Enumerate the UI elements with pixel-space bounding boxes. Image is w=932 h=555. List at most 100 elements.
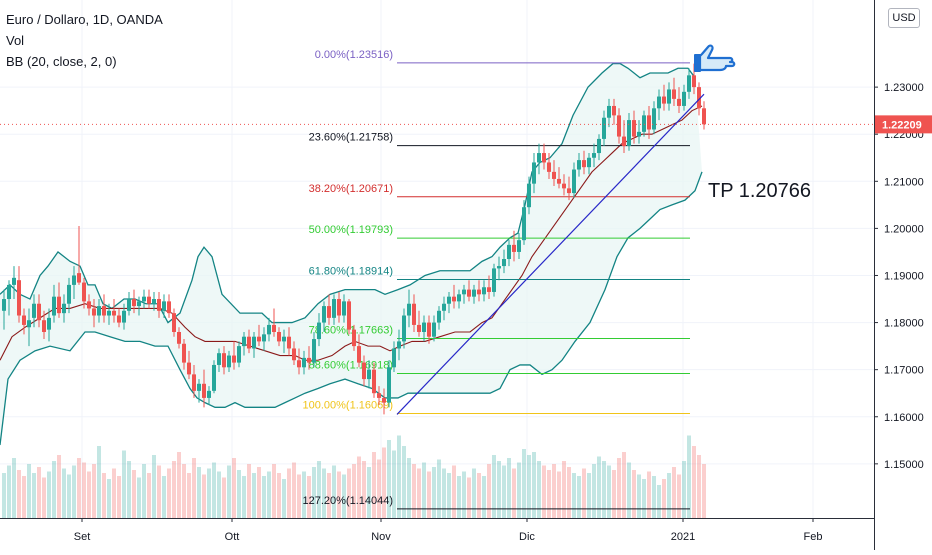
- candle-body: [562, 183, 566, 189]
- candle-body: [187, 362, 191, 375]
- fibonacci-label: 61.80%(1.18914): [309, 266, 393, 278]
- volume-bar: [402, 446, 406, 518]
- volume-bar: [127, 461, 131, 518]
- volume-bar: [297, 474, 301, 518]
- price-tick-label: 1.19000: [884, 270, 924, 282]
- candle-body: [367, 369, 371, 380]
- candle-body: [147, 296, 151, 304]
- candle-body: [117, 315, 121, 323]
- candle-body: [172, 313, 176, 332]
- candle-body: [317, 322, 321, 340]
- candle-body: [292, 348, 296, 361]
- candle-body: [592, 153, 596, 158]
- candle-body: [407, 303, 411, 316]
- candle-body: [477, 289, 481, 295]
- candle-body: [682, 91, 686, 106]
- volume-bar: [282, 479, 286, 518]
- volume-bar: [2, 473, 6, 518]
- candle: [37, 294, 41, 328]
- volume-bar: [132, 470, 136, 518]
- volume-bar: [637, 474, 641, 518]
- volume-bar: [107, 479, 111, 518]
- candle: [277, 327, 281, 347]
- volume-bar: [22, 476, 26, 518]
- volume-bar: [247, 464, 251, 518]
- candle-body: [322, 306, 326, 323]
- volume-bar: [702, 464, 706, 518]
- candle: [22, 308, 26, 335]
- candle: [287, 327, 291, 356]
- candle: [407, 289, 411, 328]
- candle-body: [702, 108, 706, 125]
- time-tick-label: 2021: [671, 531, 695, 543]
- volume-bar: [492, 455, 496, 518]
- candle: [132, 289, 136, 314]
- candle-body: [557, 178, 561, 184]
- candle-body: [697, 87, 701, 109]
- candle: [577, 153, 581, 177]
- volume-bar: [167, 468, 171, 518]
- candle-body: [67, 284, 71, 304]
- candle: [532, 153, 536, 194]
- currency-button[interactable]: USD: [888, 8, 920, 28]
- volume-bar: [172, 461, 176, 518]
- candle: [457, 289, 461, 309]
- volume-bar: [362, 461, 366, 518]
- candle: [377, 386, 381, 405]
- candle: [492, 263, 496, 297]
- candle-body: [262, 334, 266, 342]
- candle-body: [157, 299, 161, 311]
- candle-body: [202, 383, 206, 398]
- candle: [392, 341, 396, 373]
- candle-body: [542, 153, 546, 163]
- volume-bar: [62, 468, 66, 518]
- price-tick-label: 1.20000: [884, 223, 924, 235]
- volume-bar: [87, 471, 91, 518]
- volume-bar: [112, 468, 116, 518]
- candle: [42, 310, 46, 340]
- candle-body: [72, 275, 76, 285]
- candle: [362, 355, 366, 387]
- candle: [337, 291, 341, 323]
- candle-body: [162, 301, 166, 311]
- candle-body: [137, 301, 141, 307]
- candle-body: [182, 343, 186, 363]
- volume-bar: [432, 467, 436, 518]
- candle-body: [422, 322, 426, 332]
- candle-body: [12, 277, 16, 285]
- candle-body: [667, 89, 671, 104]
- candle: [662, 84, 666, 111]
- volume-bar: [277, 473, 281, 518]
- candle-body: [612, 105, 616, 116]
- candle: [207, 386, 211, 405]
- volume-bar: [162, 476, 166, 518]
- volume-bar: [152, 455, 156, 518]
- volume-bar: [532, 452, 536, 518]
- fibonacci-label: 50.00%(1.19793): [309, 224, 393, 236]
- volume-bar: [457, 476, 461, 518]
- candle-body: [687, 75, 691, 92]
- candle-body: [572, 169, 576, 194]
- volume-bar: [242, 476, 246, 518]
- bollinger-indicator-label: BB (20, close, 2, 0): [6, 54, 117, 69]
- volume-bar: [272, 464, 276, 518]
- candle-body: [242, 336, 246, 347]
- candle: [102, 294, 106, 323]
- volume-bar: [342, 474, 346, 518]
- candle-body: [102, 306, 106, 316]
- candle-body: [52, 296, 56, 316]
- candle-body: [487, 287, 491, 292]
- candle-body: [412, 303, 416, 325]
- candle-body: [212, 364, 216, 391]
- candle: [432, 315, 436, 342]
- candle-body: [297, 360, 301, 368]
- last-price-label: 1.22209: [882, 119, 922, 131]
- candle: [62, 294, 66, 323]
- volume-bar: [452, 465, 456, 518]
- candle-body: [247, 336, 251, 349]
- candle-body: [327, 306, 331, 318]
- candle: [212, 360, 216, 394]
- time-axis-background: [0, 518, 874, 550]
